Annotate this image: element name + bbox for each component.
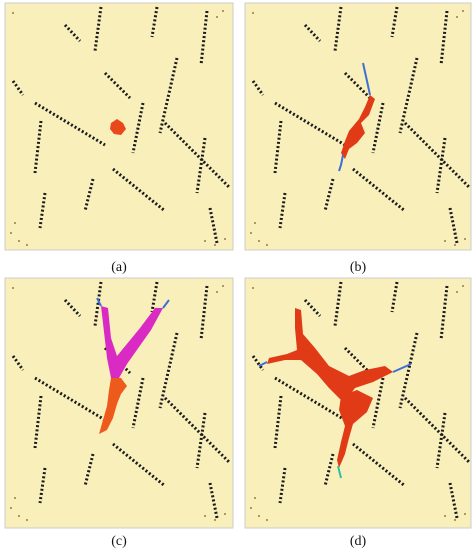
fracture-tip <box>362 62 371 96</box>
hydraulic-fracture <box>99 378 127 434</box>
fracture-network <box>267 308 393 400</box>
panel-b <box>244 2 472 251</box>
panel-d <box>244 277 472 529</box>
fracture-network <box>337 390 373 468</box>
panel-a <box>4 2 234 251</box>
panel-c <box>4 277 234 529</box>
fracture-branch <box>101 306 163 378</box>
fracture-tip <box>162 299 170 309</box>
panel-label: (d) <box>350 534 367 549</box>
fracture-seed <box>110 119 126 135</box>
fracture-tip <box>96 297 102 307</box>
fracture-tip <box>338 154 344 172</box>
panel-background <box>4 277 234 529</box>
fracture-tip <box>258 361 268 367</box>
fracture-tip <box>392 363 412 373</box>
fracture-tip <box>337 465 342 479</box>
hydraulic-fracture <box>341 95 375 159</box>
panel-label: (a) <box>111 260 127 275</box>
panel-label: (c) <box>111 534 127 549</box>
panel-label: (b) <box>350 260 367 275</box>
